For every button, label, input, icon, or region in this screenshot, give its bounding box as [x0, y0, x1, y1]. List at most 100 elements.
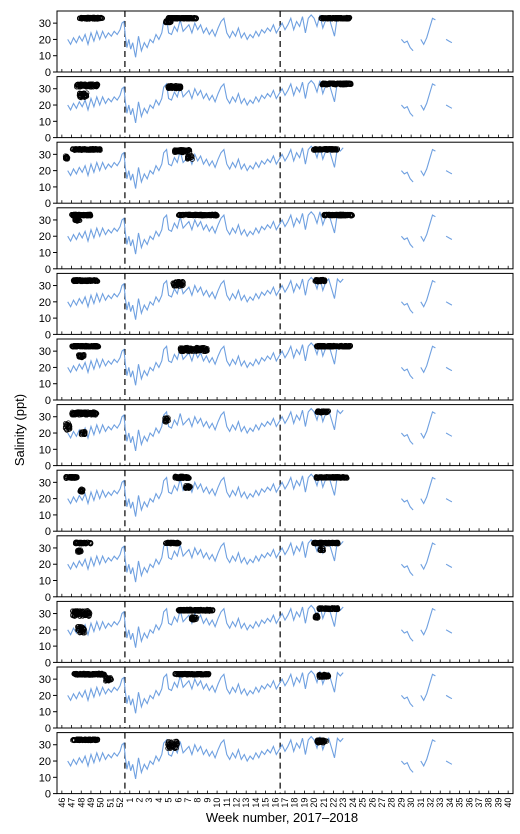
observation-point — [78, 91, 85, 97]
y-tick-label: 0 — [45, 133, 51, 145]
observation-point — [318, 475, 324, 481]
week-label: 33 — [435, 798, 445, 808]
observation-point — [329, 343, 335, 349]
observation-point — [318, 343, 324, 349]
observation-point — [316, 278, 322, 284]
observation-point — [78, 277, 84, 283]
observation-point — [207, 608, 213, 614]
observation-point — [343, 475, 349, 481]
panel-1: 0 10 20 30 — [39, 10, 514, 79]
observation-point — [185, 607, 192, 613]
salinity-line-segment — [420, 673, 436, 702]
observation-point — [342, 474, 348, 480]
week-label: 34 — [445, 798, 455, 808]
observation-point — [83, 93, 89, 99]
observation-point — [168, 84, 174, 90]
observation-point — [78, 212, 84, 219]
week-label: 11 — [222, 798, 232, 807]
observation-point — [98, 14, 104, 20]
y-tick-label: 20 — [39, 297, 51, 309]
observation-point — [177, 85, 183, 91]
observation-point — [344, 16, 350, 22]
y-tick-label: 10 — [39, 379, 51, 391]
salinity-line-segment — [400, 170, 414, 183]
week-label: 16 — [270, 798, 280, 808]
observation-point — [342, 80, 348, 86]
salinity-line-segment — [420, 607, 436, 636]
salinity-line-segment — [420, 83, 436, 112]
observation-point — [337, 474, 343, 480]
observation-point — [320, 15, 326, 21]
week-label: 32 — [426, 798, 436, 808]
panel-10: 0 10 20 30 — [39, 600, 514, 669]
observation-point — [94, 343, 100, 349]
week-label: 18 — [290, 798, 300, 808]
observation-point — [74, 343, 80, 349]
observation-point — [318, 410, 324, 416]
salinity-line-segment — [400, 367, 414, 380]
observation-point — [319, 147, 325, 153]
y-tick-label: 0 — [45, 789, 51, 801]
observation-point — [333, 606, 339, 612]
observation-point — [80, 487, 86, 493]
observation-point — [75, 216, 81, 222]
observation-point — [326, 15, 333, 21]
y-tick-label: 0 — [45, 723, 51, 735]
salinity-line-segment — [445, 432, 453, 437]
y-tick-label: 30 — [39, 740, 51, 752]
observation-point — [174, 84, 180, 90]
observation-point — [343, 344, 349, 350]
salinity-line-segment — [445, 694, 453, 700]
panel-3: 0 10 20 30 — [39, 141, 514, 210]
observation-point — [327, 606, 333, 612]
observation-point — [178, 212, 184, 218]
observation-point — [340, 475, 346, 481]
observation-point — [336, 212, 343, 218]
salinity-line-segment — [445, 498, 453, 503]
observation-point — [176, 280, 182, 286]
observation-point — [330, 80, 336, 86]
observation-point — [178, 608, 184, 614]
observation-point — [76, 613, 83, 619]
salinity-line-segment — [445, 366, 453, 372]
observation-point — [85, 82, 91, 88]
week-label: 31 — [416, 798, 426, 808]
observation-point — [79, 212, 85, 218]
observation-point — [312, 539, 318, 545]
observation-point — [332, 344, 338, 350]
y-tick-label: 30 — [39, 674, 51, 686]
observation-point — [195, 212, 202, 218]
week-label: 40 — [503, 798, 513, 808]
observation-point — [95, 278, 101, 284]
observation-point — [82, 429, 88, 435]
week-label: 38 — [484, 798, 494, 808]
observation-point — [69, 474, 75, 480]
observation-point — [72, 146, 78, 152]
salinity-line-segment — [400, 629, 414, 642]
y-tick-label: 10 — [39, 641, 51, 653]
observation-point — [91, 82, 97, 88]
panel-2: 0 10 20 30 — [39, 76, 514, 145]
observation-point — [185, 483, 191, 489]
observation-point — [191, 617, 197, 623]
observation-point — [341, 344, 347, 350]
observation-point — [196, 345, 202, 351]
observation-point — [84, 90, 90, 96]
observation-point — [188, 155, 194, 161]
y-tick-label: 30 — [39, 543, 51, 555]
observation-point — [78, 81, 84, 87]
y-tick-label: 0 — [45, 395, 51, 407]
y-tick-label: 10 — [39, 313, 51, 325]
salinity-line-segment — [400, 432, 414, 445]
observation-point — [322, 213, 328, 219]
week-label: 27 — [377, 798, 387, 808]
week-label: 13 — [241, 798, 251, 808]
week-label: 12 — [232, 798, 242, 808]
observation-point — [331, 539, 337, 545]
week-label: 21 — [319, 798, 329, 808]
observation-point — [320, 548, 326, 554]
observation-point — [64, 427, 70, 433]
x-axis-label: Week number, 2017–2018 — [206, 810, 358, 825]
observation-point — [80, 410, 86, 416]
salinity-line-segment — [445, 629, 453, 634]
